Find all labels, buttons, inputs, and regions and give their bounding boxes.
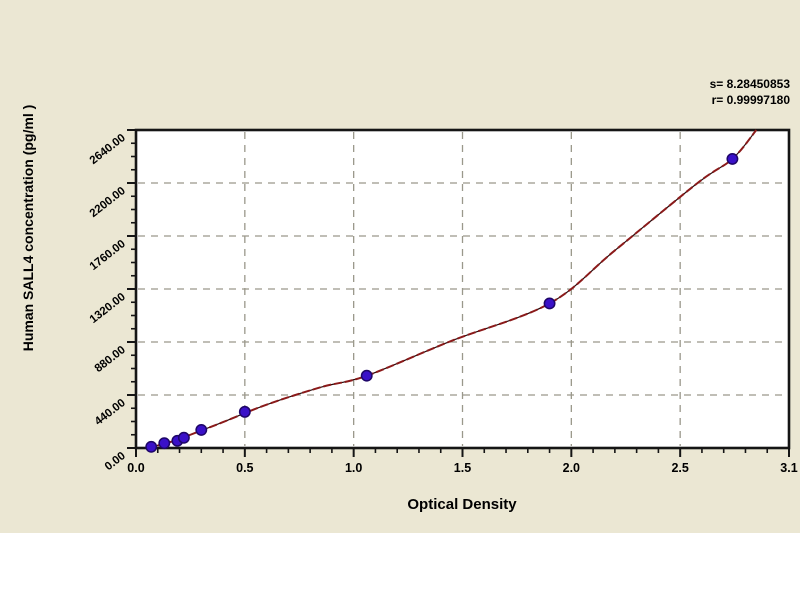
data-point — [360, 369, 373, 382]
standard-curve-chart: 0.00.00 0.5 440.00 1.0 880.00 1.5 1320.00 2.0 17… — [88, 128, 798, 475]
y-tick-label: 440.00 — [93, 397, 128, 428]
data-point — [195, 423, 208, 436]
data-point — [158, 437, 171, 450]
fit-statistics: s= 8.28450853 r= 0.99997180 — [710, 76, 790, 108]
data-point — [238, 405, 251, 418]
y-tick-label: 0.00 — [103, 450, 128, 473]
x-tick-label: 3.1 — [780, 461, 797, 475]
x-tick-label: 1.5 — [454, 461, 471, 475]
data-point — [145, 440, 158, 453]
y-tick-label: 2640.00 — [88, 132, 128, 167]
fitted-curve — [146, 129, 758, 449]
y-tick-label: 2200.00 — [88, 185, 128, 220]
data-point — [543, 297, 556, 310]
fit-statistic-r: r= 0.99997180 — [711, 93, 790, 107]
data-point — [726, 152, 739, 165]
y-tick-label: 880.00 — [93, 344, 128, 375]
y-tick-label: 1320.00 — [88, 291, 128, 326]
x-tick-label: 0.5 — [236, 461, 253, 475]
fit-statistic-s: s= 8.28450853 — [709, 77, 790, 91]
y-axis-title: Human SALL4 concentration (pg/ml ) — [20, 104, 36, 352]
x-tick-label: 2.5 — [671, 461, 688, 475]
x-axis-title: Optical Density — [407, 496, 517, 513]
y-tick-label: 1760.00 — [88, 238, 128, 273]
x-tick-label: 0.0 — [127, 461, 144, 475]
data-point — [177, 431, 190, 444]
chart-panel: 0.0 0.00 0.5 440.00 1.0 880.00 1.5 1320.00 2.0 17… — [0, 0, 800, 533]
x-tick-label: 1.0 — [345, 461, 362, 475]
x-tick-label: 2.0 — [563, 461, 580, 475]
